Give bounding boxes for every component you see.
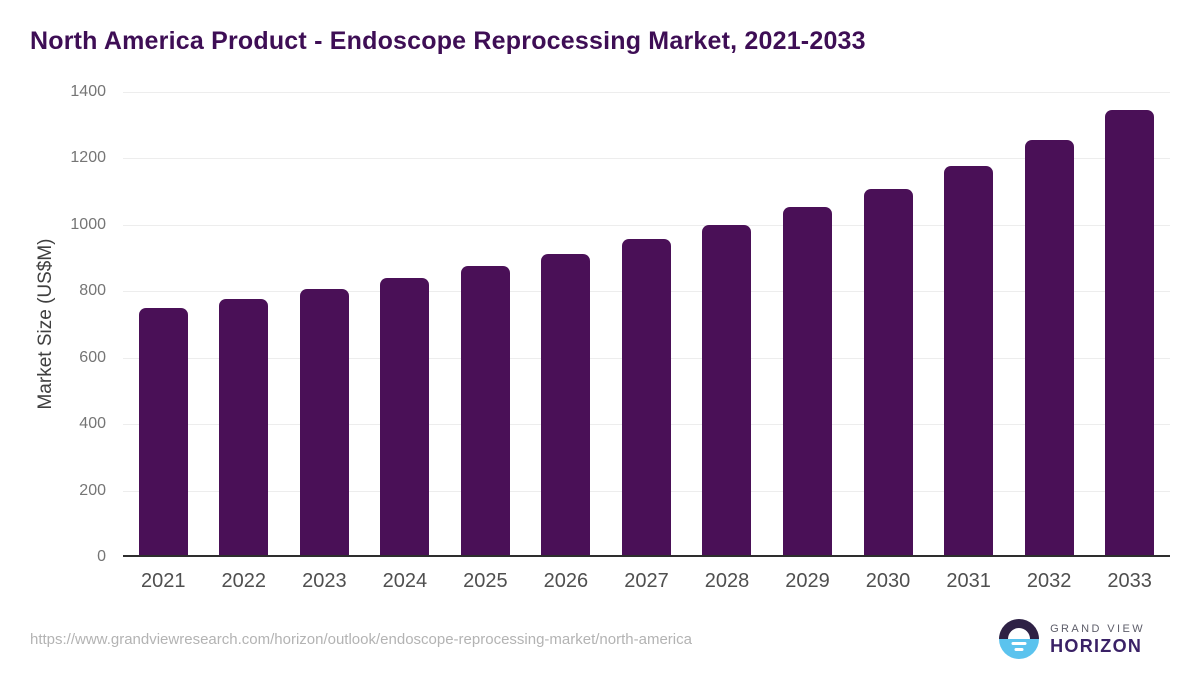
page-title: North America Product - Endoscope Reproc… xyxy=(30,27,866,55)
bar-2026 xyxy=(541,254,591,555)
bar-slot xyxy=(123,92,204,555)
x-tick-label: 2024 xyxy=(382,570,428,592)
bar-slot xyxy=(1009,92,1090,555)
bar-2027 xyxy=(621,239,671,555)
y-tick-label: 0 xyxy=(97,548,106,565)
gridline xyxy=(123,158,1170,160)
bar-slot xyxy=(687,92,768,555)
bar-slot xyxy=(526,92,607,555)
x-tick-label: 2023 xyxy=(302,570,347,592)
y-tick-label: 400 xyxy=(79,415,106,433)
x-tick-label: 2031 xyxy=(946,570,991,592)
bar-2032 xyxy=(1024,140,1074,555)
logo-text-horizon: HORIZON xyxy=(1050,636,1143,656)
x-tick-label: 2030 xyxy=(865,570,911,592)
x-tick-label: 2026 xyxy=(543,570,589,592)
bar-slot xyxy=(848,92,929,555)
gridline xyxy=(123,92,1170,93)
bar-slot xyxy=(445,92,526,555)
bar-2024 xyxy=(380,278,430,555)
bar-2031 xyxy=(944,166,994,555)
sun-reflection-bar xyxy=(1014,648,1024,651)
bar-slot xyxy=(606,92,687,555)
bar-slot xyxy=(204,92,285,555)
logo-wordmark: GRAND VIEW HORIZON xyxy=(1050,622,1145,656)
source-url: https://www.grandviewresearch.com/horizo… xyxy=(30,631,692,648)
bar-2025 xyxy=(460,266,510,555)
x-tick-label: 2027 xyxy=(624,570,669,592)
sun-reflection-bar xyxy=(1011,642,1027,645)
bar-2021 xyxy=(138,307,188,555)
x-tick-label: 2025 xyxy=(463,570,508,592)
bar-2033 xyxy=(1105,109,1155,555)
horizon-sun-icon xyxy=(999,619,1040,659)
bar-2022 xyxy=(219,298,269,555)
x-tick-label: 2028 xyxy=(704,570,750,592)
y-tick-label: 1000 xyxy=(70,215,106,233)
brand-logo: GRAND VIEW HORIZON xyxy=(999,619,1145,659)
x-tick-label: 2021 xyxy=(141,570,186,592)
bar-slot xyxy=(767,92,848,555)
bar-slot xyxy=(284,92,365,555)
bar-2028 xyxy=(702,224,752,555)
plot-area xyxy=(123,92,1170,557)
bar-2023 xyxy=(299,288,349,555)
x-tick-label: 2029 xyxy=(785,570,830,592)
bar-2029 xyxy=(783,207,833,555)
y-tick-label: 1200 xyxy=(70,149,106,167)
bar-slot xyxy=(1089,92,1170,555)
x-axis-labels: 2021 2022 2023 2024 2025 2026 2027 2028 2029 2030… xyxy=(123,570,1170,593)
gridline xyxy=(123,224,1170,226)
bar-2030 xyxy=(863,189,913,555)
bars xyxy=(123,92,1170,555)
bar-slot xyxy=(365,92,446,555)
y-tick-label: 800 xyxy=(79,282,106,300)
x-tick-label: 2032 xyxy=(1026,570,1072,592)
x-tick-label: 2033 xyxy=(1107,570,1152,592)
y-tick-label: 1400 xyxy=(70,83,106,100)
y-tick-label: 600 xyxy=(79,348,106,366)
sun-dome-shape xyxy=(1008,628,1031,639)
x-tick-label: 2022 xyxy=(221,570,267,592)
bar-slot xyxy=(928,92,1009,555)
y-axis-labels: 0 200 400 600 800 1000 1200 1400 xyxy=(0,83,106,565)
y-tick-label: 200 xyxy=(79,481,106,499)
logo-text-grand-view: GRAND VIEW xyxy=(1050,623,1145,635)
